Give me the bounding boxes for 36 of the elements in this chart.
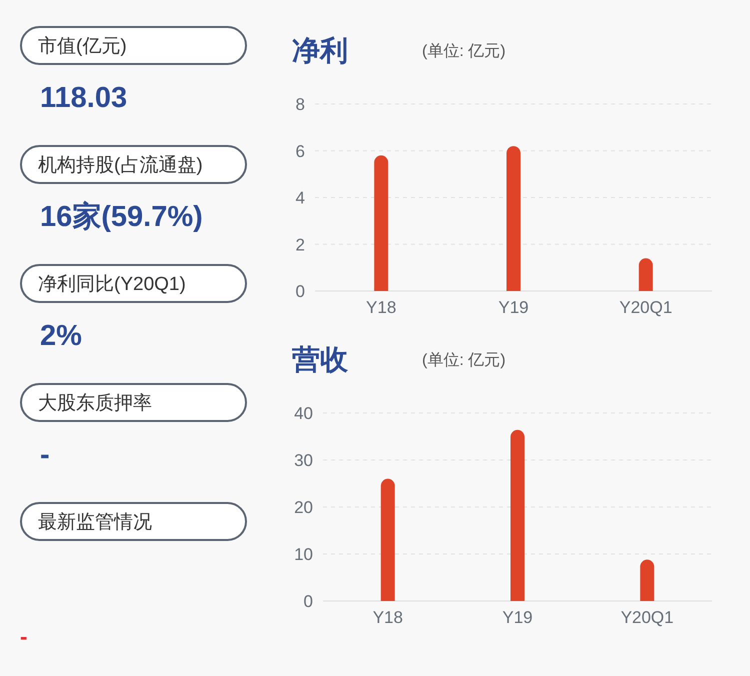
- bar: [638, 258, 653, 291]
- x-tick-label: Y19: [498, 298, 529, 317]
- text: 市值(亿元): [38, 35, 127, 57]
- text: 净利同比(Y20Q1): [38, 274, 186, 295]
- text: -: [40, 439, 50, 471]
- chart-title: 营收: [291, 344, 349, 375]
- chart-title: 净利: [292, 35, 348, 66]
- x-tick-label: Y20Q1: [620, 608, 674, 627]
- y-tick-label: 2: [296, 235, 305, 254]
- chart-subtitle: (单位: 亿元): [422, 42, 506, 60]
- text: 机构持股(占流通盘): [38, 154, 203, 176]
- text: 16家(59.7%): [40, 200, 203, 233]
- y-tick-label: 8: [296, 95, 305, 114]
- text: 最新监管情况: [38, 511, 152, 533]
- bar: [510, 430, 524, 601]
- bar: [380, 478, 395, 601]
- x-tick-label: Y18: [372, 608, 403, 627]
- y-tick-label: 10: [294, 545, 313, 564]
- y-tick-label: 0: [296, 282, 305, 301]
- bar: [374, 155, 388, 291]
- x-tick-label: Y18: [366, 298, 396, 317]
- text: 118.03: [40, 82, 128, 114]
- chart-subtitle: (单位: 亿元): [422, 351, 506, 369]
- y-tick-label: 6: [296, 142, 305, 161]
- x-tick-label: Y19: [502, 608, 533, 627]
- x-tick-label: Y20Q1: [619, 298, 672, 317]
- bar: [506, 146, 520, 291]
- y-tick-label: 4: [296, 188, 305, 208]
- text: 2%: [40, 320, 82, 352]
- text: 大股东质押率: [38, 392, 152, 414]
- text: -: [20, 624, 28, 649]
- y-tick-label: 20: [294, 498, 313, 517]
- y-tick-label: 30: [294, 451, 313, 470]
- bar: [640, 560, 654, 601]
- y-tick-label: 40: [294, 404, 313, 423]
- y-tick-label: 0: [304, 592, 313, 611]
